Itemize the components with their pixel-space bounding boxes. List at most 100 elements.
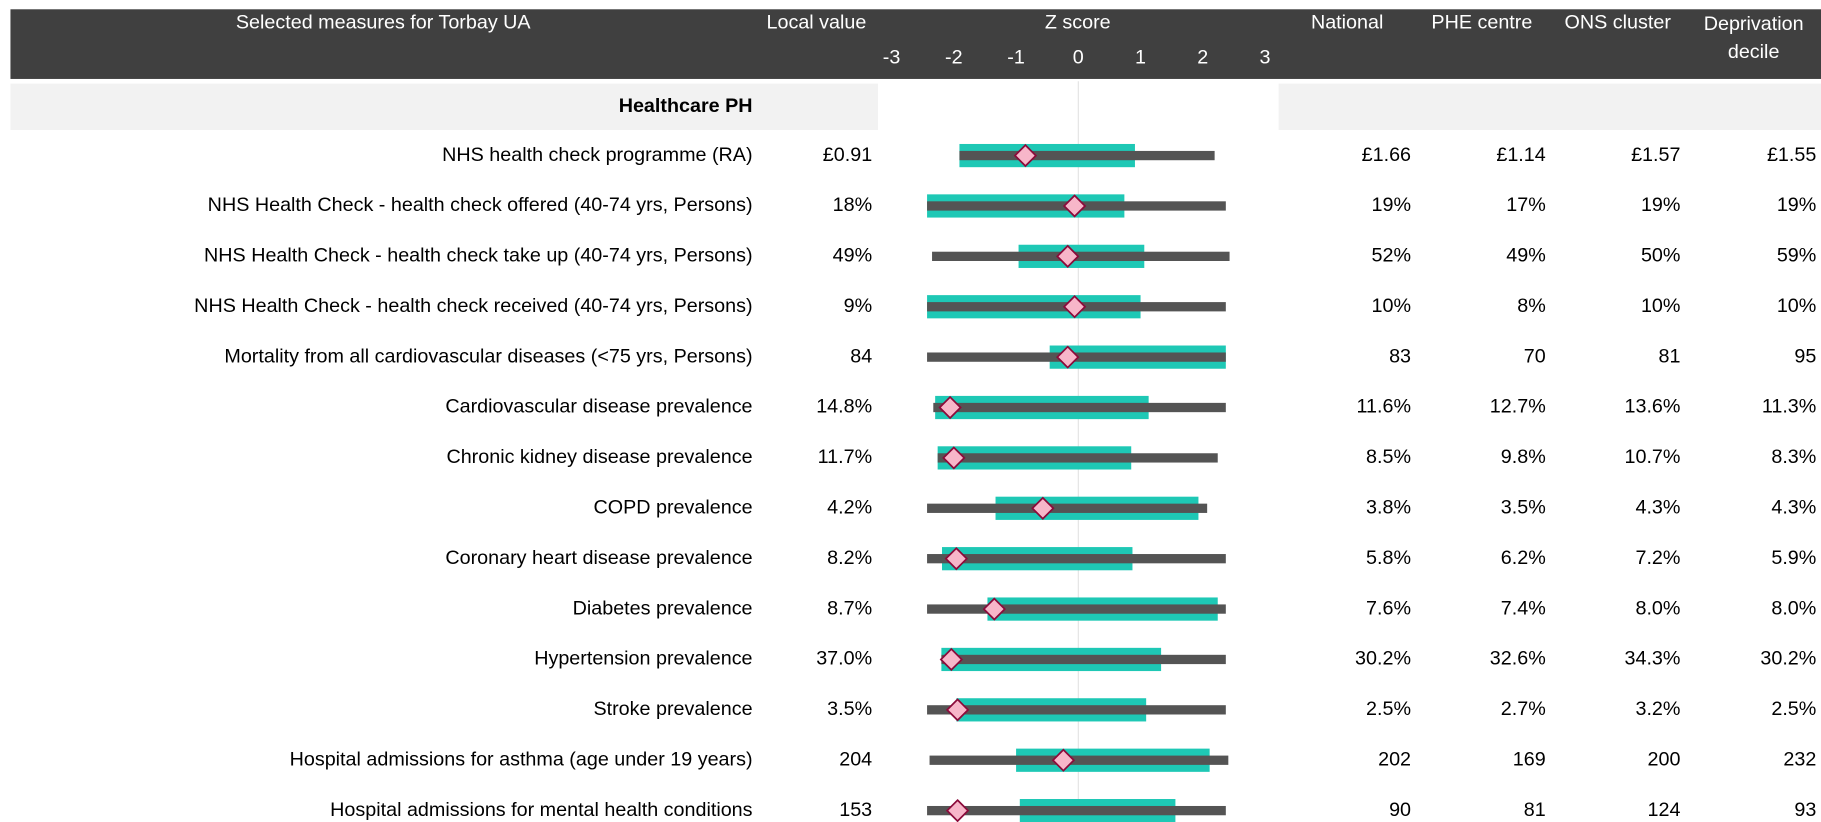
row-label: Chronic kidney disease prevalence xyxy=(446,446,752,468)
decile-value: 5.9% xyxy=(1771,547,1816,569)
decile-value: 30.2% xyxy=(1760,648,1816,670)
local-value: 14.8% xyxy=(816,396,872,418)
z-marker xyxy=(944,547,969,571)
z-marker xyxy=(945,798,970,822)
header-bar xyxy=(10,9,1821,79)
local-value: 3.5% xyxy=(827,698,872,720)
decile-value: 19% xyxy=(1777,194,1817,216)
national-value: 3.8% xyxy=(1366,497,1411,519)
range-bar xyxy=(927,554,1226,564)
header-local: Local value xyxy=(767,11,867,33)
ons-value: 19% xyxy=(1641,194,1681,216)
header-decile: Deprivation decile xyxy=(1703,12,1804,63)
ons-value: 10% xyxy=(1641,295,1681,317)
row-label: NHS Health Check - health check received… xyxy=(194,295,752,317)
ons-value: 10.7% xyxy=(1624,446,1680,468)
phe-value: 6.2% xyxy=(1501,547,1546,569)
phe-value: 2.7% xyxy=(1501,698,1546,720)
z-marker xyxy=(1056,244,1080,269)
decile-value: 8.3% xyxy=(1771,446,1816,468)
national-value: 8.5% xyxy=(1366,446,1411,468)
row-label: Cardiovascular disease prevalence xyxy=(445,396,752,418)
local-value: 8.7% xyxy=(827,597,872,619)
phe-value: 12.7% xyxy=(1490,396,1546,418)
local-value: 18% xyxy=(833,194,873,216)
decile-value: 59% xyxy=(1777,245,1817,267)
national-value: 83 xyxy=(1389,345,1411,367)
decile-value: 95 xyxy=(1794,345,1816,367)
row-label: NHS Health Check - health check take up … xyxy=(204,245,753,267)
z-marker xyxy=(1031,496,1055,520)
national-value: 90 xyxy=(1389,799,1411,821)
row-label: Mortality from all cardiovascular diseas… xyxy=(224,345,752,367)
phe-value: 32.6% xyxy=(1490,648,1546,670)
national-value: 30.2% xyxy=(1355,648,1411,670)
local-value: 153 xyxy=(839,799,872,821)
z-marker xyxy=(1051,748,1076,772)
local-value: 84 xyxy=(850,345,872,367)
header-decile-box: Deprivation decile xyxy=(1703,12,1804,63)
z-tick-label: -3 xyxy=(883,46,901,68)
phe-value: 49% xyxy=(1506,245,1546,267)
z-marker xyxy=(1062,194,1087,218)
range-bar xyxy=(937,453,1218,463)
national-value: 19% xyxy=(1372,194,1412,216)
phe-value: 3.5% xyxy=(1501,497,1546,519)
range-bar xyxy=(927,604,1226,614)
row-label: NHS health check programme (RA) xyxy=(442,144,752,166)
local-value: 8.2% xyxy=(827,547,872,569)
local-value: 9% xyxy=(844,295,873,317)
national-value: 7.6% xyxy=(1366,597,1411,619)
national-value: 202 xyxy=(1378,748,1411,770)
local-value: 37.0% xyxy=(816,648,872,670)
z-marker xyxy=(1062,295,1087,319)
row-label: Diabetes prevalence xyxy=(573,597,753,619)
row-label: Coronary heart disease prevalence xyxy=(445,547,752,569)
phe-value: 9.8% xyxy=(1501,446,1546,468)
local-value: £0.91 xyxy=(823,144,872,166)
local-value: 4.2% xyxy=(827,497,872,519)
ons-value: 81 xyxy=(1659,345,1681,367)
ons-value: 3.2% xyxy=(1635,698,1680,720)
decile-value: 93 xyxy=(1794,799,1816,821)
range-bar xyxy=(927,705,1226,715)
z-tick-label: 1 xyxy=(1135,46,1146,68)
local-value: 204 xyxy=(839,748,872,770)
range-bar xyxy=(929,755,1229,765)
national-value: 5.8% xyxy=(1366,547,1411,569)
z-marker xyxy=(942,446,966,470)
header-national: National xyxy=(1311,11,1383,33)
national-value: 2.5% xyxy=(1366,698,1411,720)
z-marker xyxy=(982,597,1006,621)
decile-value: 2.5% xyxy=(1771,698,1816,720)
z-tick-label: 0 xyxy=(1073,46,1084,68)
phe-value: 169 xyxy=(1513,748,1546,770)
decile-value: 4.3% xyxy=(1771,497,1816,519)
row-label: Hypertension prevalence xyxy=(534,648,752,670)
decile-value: £1.55 xyxy=(1767,144,1816,166)
z-marker xyxy=(939,647,964,672)
row-label: Hospital admissions for asthma (age unde… xyxy=(290,748,753,770)
range-bar xyxy=(959,150,1215,161)
range-bar xyxy=(927,805,1226,816)
phe-value: 17% xyxy=(1506,194,1546,216)
ons-value: 50% xyxy=(1641,245,1681,267)
phe-value: 81 xyxy=(1524,799,1546,821)
ons-value: 34.3% xyxy=(1624,648,1680,670)
z-tick-label: -2 xyxy=(945,46,963,68)
range-bar xyxy=(927,503,1208,513)
z-tick-label: 3 xyxy=(1260,46,1271,68)
range-bar xyxy=(933,402,1226,413)
z-tick-label: 2 xyxy=(1197,46,1208,68)
ons-value: 200 xyxy=(1648,748,1681,770)
row-label: Hospital admissions for mental health co… xyxy=(330,799,753,821)
ons-value: £1.57 xyxy=(1631,144,1680,166)
header-z: Z score xyxy=(1045,11,1111,33)
local-value: 49% xyxy=(833,245,873,267)
ons-value: 7.2% xyxy=(1635,547,1680,569)
phe-value: £1.14 xyxy=(1496,144,1545,166)
phe-value: 8% xyxy=(1517,295,1546,317)
phe-value: 70 xyxy=(1524,345,1546,367)
